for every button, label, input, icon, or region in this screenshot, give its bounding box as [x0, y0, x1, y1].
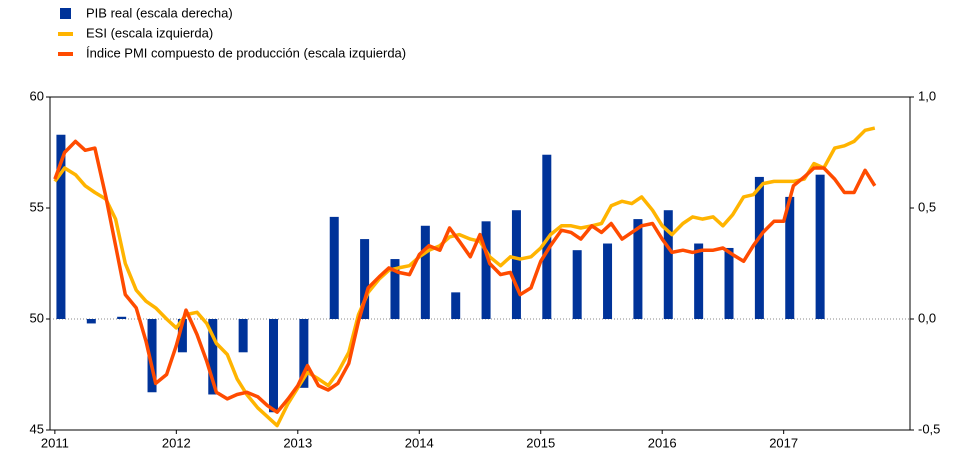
- y2-tick-label: 0,5: [918, 199, 936, 214]
- bar: [329, 216, 339, 319]
- y-tick-label: 55: [30, 199, 44, 214]
- bar: [147, 319, 157, 393]
- x-tick-label: 2011: [41, 435, 69, 450]
- bar: [360, 239, 370, 319]
- line: [53, 139, 877, 414]
- bar: [663, 210, 673, 319]
- y-tick-label: 45: [30, 421, 44, 436]
- bar: [481, 221, 491, 319]
- bar: [238, 319, 248, 353]
- legend-swatch: [60, 8, 71, 19]
- bar: [785, 196, 795, 319]
- x-tick-label: 2012: [162, 435, 191, 450]
- legend-label: ESI (escala izquierda): [86, 25, 213, 40]
- x-tick-label: 2017: [769, 435, 798, 450]
- y2-tick-label: 1,0: [918, 88, 936, 103]
- bar: [603, 243, 613, 319]
- y-tick-label: 50: [30, 310, 44, 325]
- x-tick-label: 2013: [283, 435, 312, 450]
- x-tick-label: 2015: [526, 435, 555, 450]
- bar: [420, 225, 430, 319]
- line: [53, 126, 876, 428]
- bar: [572, 250, 582, 319]
- y-tick-label: 60: [30, 88, 44, 103]
- legend-label: Índice PMI compuesto de producción (esca…: [86, 45, 406, 60]
- y2-tick-label: 0,0: [918, 310, 936, 325]
- x-tick-label: 2016: [648, 435, 677, 450]
- bar: [269, 319, 279, 413]
- plot-frame: [49, 96, 911, 431]
- bar: [299, 319, 309, 388]
- bar: [694, 243, 704, 319]
- bar: [56, 134, 66, 319]
- x-tick-label: 2014: [405, 435, 434, 450]
- y2-tick-label: -0,5: [918, 421, 940, 436]
- legend-label: PIB real (escala derecha): [86, 5, 233, 20]
- bar: [451, 292, 461, 319]
- bar: [754, 176, 764, 319]
- bar: [633, 219, 643, 319]
- bar: [815, 174, 825, 319]
- bar: [86, 319, 96, 324]
- bar: [117, 316, 127, 319]
- bar: [390, 259, 400, 319]
- bar: [511, 210, 521, 319]
- bar: [724, 247, 734, 319]
- bar: [177, 319, 187, 353]
- bar: [208, 319, 218, 395]
